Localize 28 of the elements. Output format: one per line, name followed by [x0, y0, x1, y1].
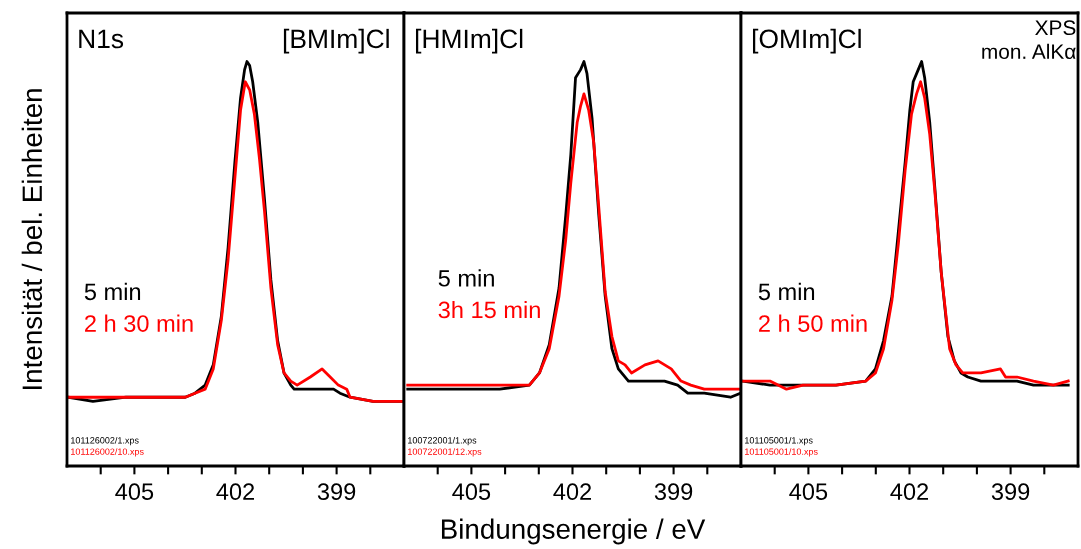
x-tick-label: 402: [216, 483, 255, 501]
annotation: 100722001/12.xps: [408, 448, 482, 457]
chart-title: [BMIm]Cl: [283, 28, 389, 54]
series-label: 2 h 30 min: [85, 314, 193, 332]
text: 5 min: [438, 269, 494, 287]
chart-title: [HMIm]Cl: [415, 28, 523, 54]
x-tick-label: 399: [317, 483, 356, 501]
annotation: 101126002/10.xps: [71, 448, 144, 457]
text: 5 min: [758, 282, 815, 301]
x-tick-label: 399: [654, 483, 693, 501]
x-tick-label: 402: [553, 483, 592, 501]
chart-title: [OMIm]Cl: [752, 28, 861, 54]
text: N1s: [79, 29, 124, 49]
x-tick-label: 405: [789, 483, 828, 501]
x-tick-label: 405: [115, 483, 154, 501]
text: 5 min: [84, 282, 141, 301]
x-axis-title: Bindungsenergie / eV: [441, 518, 706, 545]
annotation: 101126002/1.xps: [71, 436, 139, 446]
y-axis-title: Intensität / bel. Einheiten: [21, 89, 43, 390]
text: XPS mon. AlKα: [982, 20, 1076, 60]
x-tick-label: 405: [452, 483, 491, 501]
annotation: 101105001/10.xps: [745, 448, 818, 457]
annotation: 101105001/1.xps: [745, 436, 813, 446]
annotation: 100722001/1.xps: [408, 436, 477, 446]
series-label: 2 h 50 min: [759, 314, 867, 332]
series-label: 3h 15 min: [438, 300, 540, 319]
x-tick-label: 399: [991, 483, 1030, 501]
x-tick-label: 402: [890, 483, 929, 501]
